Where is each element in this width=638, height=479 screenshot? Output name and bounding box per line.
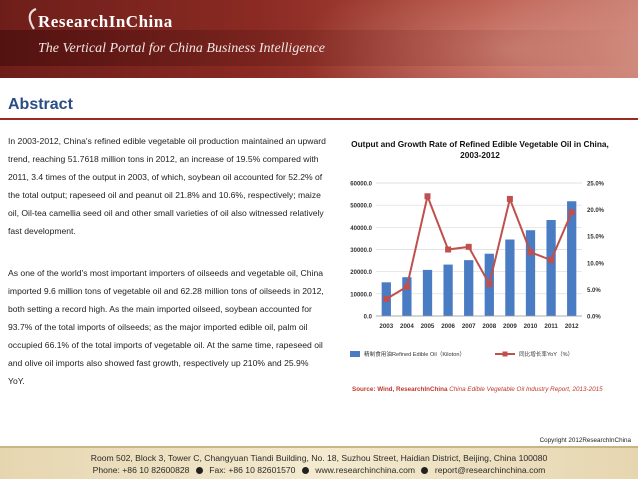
growth-point-2006 xyxy=(445,246,452,253)
left-axis-tick-label: 20000.0 xyxy=(350,270,372,276)
chart-legend: 精制食用油Refined Edible Oil（Kiloton） 同比增长率YoY… xyxy=(350,350,573,358)
footer-address: Room 502, Block 3, Tower C, Changyuan Ti… xyxy=(90,453,548,463)
brand-tagline: The Vertical Portal for China Business I… xyxy=(38,41,325,56)
x-axis-tick-label: 2012 xyxy=(565,323,579,330)
x-axis-tick-label: 2006 xyxy=(441,323,455,330)
header-banner: ResearchInChina The Vertical Portal for … xyxy=(0,0,638,78)
footer-email-link[interactable]: report@researchinchina.com xyxy=(434,465,546,475)
bullet-icon xyxy=(195,466,203,474)
right-axis-tick-label: 20.0% xyxy=(587,208,605,214)
growth-point-2007 xyxy=(465,243,472,250)
banner-band xyxy=(0,30,638,66)
x-axis-tick-label: 2004 xyxy=(400,323,414,330)
x-axis-tick-label: 2007 xyxy=(462,323,476,330)
bar-2004 xyxy=(402,277,412,316)
growth-point-2004 xyxy=(403,283,410,290)
chart-growth-line xyxy=(383,192,575,302)
x-axis-tick-label: 2009 xyxy=(503,323,517,330)
growth-point-2003 xyxy=(383,295,390,302)
legend-line-label: 同比增长率YoY（%） xyxy=(519,350,573,358)
legend-line-marker xyxy=(502,351,508,357)
right-axis-tick-label: 25.0% xyxy=(587,182,605,188)
chart-source: Source: Wind, ResearchInChina China Edib… xyxy=(352,386,603,393)
x-axis-tick-label: 2011 xyxy=(544,323,558,330)
output-growth-chart: 0.0 10000.0 20000.0 30000.0 40000.0 50000.0 60… xyxy=(350,182,605,358)
growth-point-2012 xyxy=(568,209,575,216)
chart-title: Output and Growth Rate of Refined Edible… xyxy=(351,139,609,160)
left-axis-tick-label: 60000.0 xyxy=(350,182,372,188)
left-axis-tick-label: 50000.0 xyxy=(350,204,372,210)
x-axis-tick-label: 2005 xyxy=(421,323,435,330)
footer-fax: Fax: +86 10 82601570 xyxy=(209,465,296,475)
right-axis-tick-label: 0.0% xyxy=(587,315,601,321)
footer-contact-line: Phone: +86 10 82600828 Fax: +86 10 82601… xyxy=(0,465,638,475)
bullet-icon xyxy=(301,466,309,474)
growth-point-2008 xyxy=(486,281,493,288)
growth-point-2011 xyxy=(548,257,555,264)
legend-bar-swatch xyxy=(350,351,360,357)
abstract-paragraph-2: As one of the world's most important imp… xyxy=(8,268,324,386)
bar-2009 xyxy=(505,239,515,316)
left-axis-tick-label: 40000.0 xyxy=(350,226,372,232)
right-axis-tick-label: 5.0% xyxy=(587,288,601,294)
bar-2011 xyxy=(546,220,556,316)
copyright-text: Copyright 2012ResearchInChina xyxy=(539,437,631,444)
legend-bar-label: 精制食用油Refined Edible Oil（Kiloton） xyxy=(364,350,465,358)
source-label: Source: Wind, ResearchInChina xyxy=(352,386,448,393)
growth-point-2009 xyxy=(506,195,513,202)
left-axis-tick-label: 10000.0 xyxy=(350,292,372,298)
bar-2005 xyxy=(422,269,433,316)
abstract-paragraph-1: In 2003-2012, China's refined edible veg… xyxy=(8,136,326,236)
footer-contact-bar: Room 502, Block 3, Tower C, Changyuan Ti… xyxy=(0,446,638,479)
chart-axes: 0.0 10000.0 20000.0 30000.0 40000.0 50000.0 60… xyxy=(350,182,604,331)
growth-point-2010 xyxy=(527,249,534,256)
growth-rate-line xyxy=(385,192,573,300)
footer-phone: Phone: +86 10 82600828 xyxy=(92,465,190,475)
footer-website-link[interactable]: www.researchinchina.com xyxy=(315,465,416,475)
x-axis-tick-label: 2010 xyxy=(524,323,538,330)
x-axis-tick-label: 2008 xyxy=(482,323,496,330)
bar-2006 xyxy=(443,264,453,316)
bar-2010 xyxy=(525,230,536,316)
bar-2007 xyxy=(464,260,474,316)
brand-logo[interactable]: ResearchInChina xyxy=(38,12,173,31)
logo-swoosh-icon xyxy=(28,8,37,30)
left-axis-tick-label: 0.0 xyxy=(364,315,373,321)
bullet-icon xyxy=(421,466,429,474)
bar-2012 xyxy=(567,201,577,316)
right-axis-tick-label: 15.0% xyxy=(587,235,605,241)
left-axis-tick-label: 30000.0 xyxy=(350,248,372,254)
right-axis-tick-label: 10.0% xyxy=(587,261,605,267)
page-title: Abstract xyxy=(8,96,73,113)
source-report-title: China Edible Vegetable Oil Industry Repo… xyxy=(449,386,603,393)
growth-point-2005 xyxy=(424,193,431,200)
title-divider xyxy=(0,118,638,120)
x-axis-tick-label: 2003 xyxy=(379,323,393,330)
